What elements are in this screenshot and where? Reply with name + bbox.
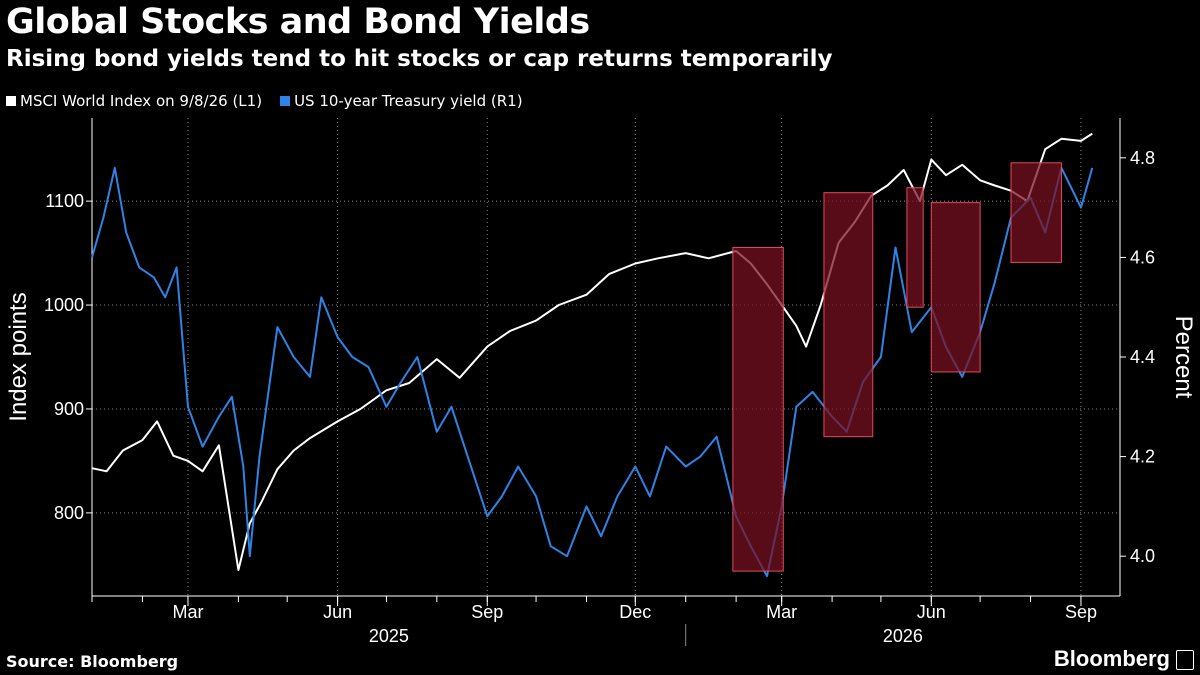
left-tick-label: 800 xyxy=(54,503,84,523)
right-tick-label: 4.2 xyxy=(1130,447,1155,467)
x-tick-label: Sep xyxy=(471,602,503,622)
bloomberg-chart-icon xyxy=(1176,650,1194,670)
left-tick-label: 1100 xyxy=(45,191,84,211)
legend-label-msci: MSCI World Index on 9/8/26 (L1) xyxy=(20,92,263,110)
x-tick-label: Sep xyxy=(1065,602,1097,622)
highlight-box xyxy=(732,246,784,572)
legend-label-treasury: US 10-year Treasury yield (R1) xyxy=(294,92,523,110)
highlight-box xyxy=(906,187,924,308)
legend-swatch-treasury xyxy=(280,96,291,106)
legend-item-treasury: US 10-year Treasury yield (R1) xyxy=(280,92,523,110)
left-tick-label: 1000 xyxy=(44,295,84,315)
right-tick-label: 4.6 xyxy=(1130,247,1155,267)
left-tick-label: 900 xyxy=(54,399,84,419)
chart-subtitle: Rising bond yields tend to hit stocks or… xyxy=(6,46,833,72)
x-tick-label: Mar xyxy=(172,602,203,622)
x-tick-label: Dec xyxy=(619,602,651,622)
highlight-box xyxy=(1010,162,1062,263)
chart-title: Global Stocks and Bond Yields xyxy=(6,2,590,42)
source-note: Source: Bloomberg xyxy=(6,652,179,671)
highlight-box xyxy=(823,192,874,438)
right-tick-label: 4.4 xyxy=(1130,347,1155,367)
right-tick-label: 4.0 xyxy=(1130,546,1155,566)
series-line-msci xyxy=(91,132,1093,571)
x-tick-label: Mar xyxy=(766,602,797,622)
legend: MSCI World Index on 9/8/26 (L1) US 10-ye… xyxy=(6,92,523,110)
year-label: 2026 xyxy=(883,626,923,646)
series-line-treasury xyxy=(91,166,1094,578)
bloomberg-logo: Bloomberg xyxy=(1053,646,1170,671)
right-tick-label: 4.8 xyxy=(1130,148,1155,168)
right-axis-title: Percent xyxy=(1170,316,1197,399)
left-axis-title: Index points xyxy=(5,292,32,421)
year-label: 2025 xyxy=(369,626,409,646)
x-tick-label: Jun xyxy=(323,602,352,622)
highlight-box xyxy=(930,202,981,373)
x-tick-label: Jun xyxy=(917,602,946,622)
legend-item-msci: MSCI World Index on 9/8/26 (L1) xyxy=(6,92,262,110)
legend-swatch-msci xyxy=(6,96,16,106)
